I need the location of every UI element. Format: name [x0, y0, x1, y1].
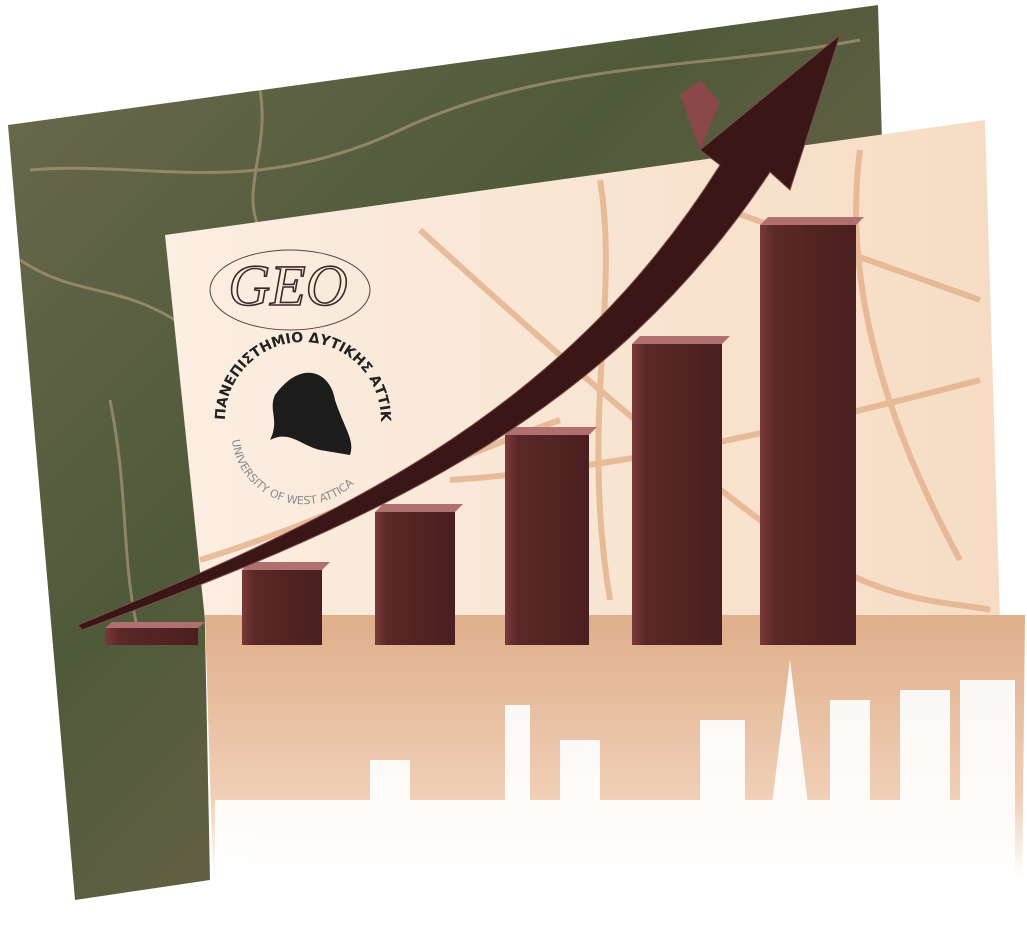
growth-arrow	[77, 33, 841, 631]
bars	[105, 217, 864, 645]
logo-title: GEO	[228, 253, 347, 318]
logo-emblem	[270, 372, 352, 455]
logo-orbit	[209, 249, 371, 331]
skyline	[215, 660, 1015, 945]
